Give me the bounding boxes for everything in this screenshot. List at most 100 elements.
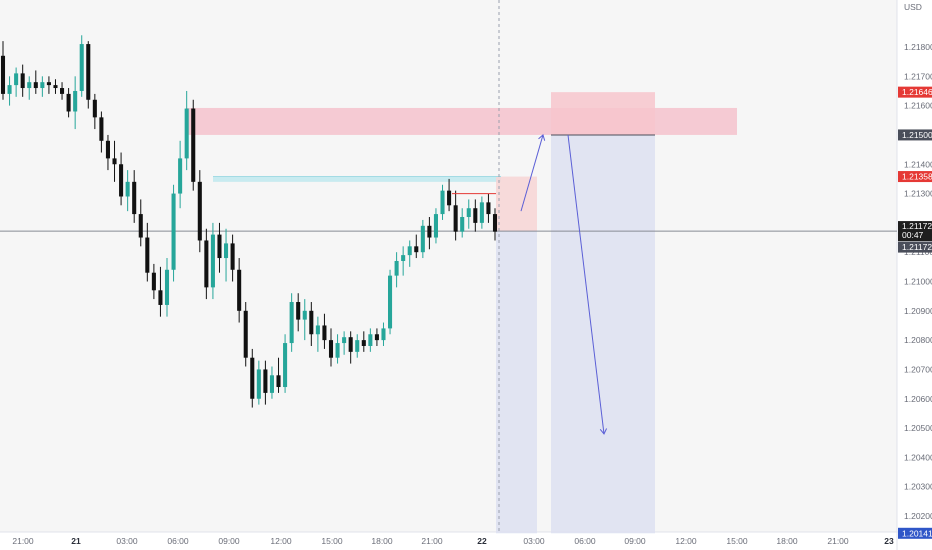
candle-body	[460, 217, 465, 232]
price-label-tag	[898, 86, 932, 98]
candle-body	[250, 357, 255, 399]
candle-body	[296, 302, 301, 320]
candle-body	[66, 93, 71, 112]
candle-body	[335, 343, 340, 358]
candle-body	[342, 337, 347, 344]
candle-body	[466, 208, 471, 218]
candle-body	[27, 82, 32, 89]
candle-body	[105, 140, 110, 159]
y-tick-label: 1.20200	[904, 511, 932, 521]
candle-body	[151, 272, 156, 291]
y-tick-label: 1.21700	[904, 71, 932, 81]
y-tick-label: 1.20500	[904, 423, 932, 433]
projection-arrow-down-head	[599, 428, 608, 435]
candle-body	[368, 334, 373, 346]
zone-short_risk	[551, 92, 655, 135]
candle-body	[171, 193, 176, 270]
countdown-text: 00:47	[902, 230, 924, 240]
price-axis-background	[897, 0, 932, 550]
candle-body	[479, 202, 484, 223]
candle-body	[420, 225, 425, 253]
candle-body	[381, 328, 386, 341]
y-tick-label: 1.21400	[904, 159, 932, 169]
candle-body	[184, 108, 189, 159]
candle-body	[302, 310, 307, 320]
candle-body	[138, 214, 143, 238]
price-label-text: 1.21172	[902, 221, 932, 231]
candle-body	[164, 269, 170, 305]
y-tick-label: 1.20800	[904, 335, 932, 345]
candle-body	[0, 55, 6, 94]
candle-body	[433, 214, 438, 238]
candle-body	[374, 334, 379, 341]
candle-body	[125, 181, 130, 197]
zone-long_loss	[496, 231, 537, 534]
candle-body	[86, 44, 91, 100]
candle-body	[276, 375, 281, 388]
candle-body	[388, 275, 393, 329]
candle-body	[73, 90, 78, 112]
candle-body	[92, 99, 97, 118]
candle-body	[145, 237, 150, 273]
candle-body	[60, 88, 65, 94]
y-tick-label: 1.20900	[904, 306, 932, 316]
candle-body	[112, 158, 117, 165]
x-tick-label: 03:00	[523, 536, 545, 546]
candle-body	[224, 243, 229, 259]
y-tick-label: 1.20400	[904, 452, 932, 462]
candle-body	[401, 255, 406, 261]
y-tick-label: 1.21600	[904, 101, 932, 111]
candle-body	[132, 181, 137, 215]
price-label-tag	[898, 527, 932, 539]
candle-body	[20, 73, 25, 89]
y-tick-label: 1.20600	[904, 394, 932, 404]
x-tick-label: 12:00	[675, 536, 697, 546]
x-tick-label: 15:00	[726, 536, 748, 546]
candle-body	[53, 85, 58, 89]
candle-body	[191, 108, 196, 182]
candle-body	[440, 190, 445, 215]
price-label-text: 1.21358	[902, 172, 932, 182]
candle-body	[283, 343, 288, 388]
candle-body	[99, 117, 104, 141]
candle-body	[237, 269, 242, 311]
candle-body	[269, 375, 274, 393]
candle-body	[486, 202, 491, 215]
projection-arrow-up-head	[538, 134, 546, 141]
candle-body	[40, 82, 45, 89]
plot-background	[0, 0, 897, 532]
candle-body	[46, 82, 51, 86]
x-tick-label: 22	[477, 536, 487, 546]
candle-body	[79, 44, 84, 91]
zone-imbalance	[213, 176, 501, 182]
projection-arrow-up	[520, 134, 544, 212]
candle-body	[33, 82, 38, 89]
x-tick-label: 21:00	[827, 536, 849, 546]
candle-body	[204, 240, 209, 288]
y-tick-label: 1.21000	[904, 277, 932, 287]
price-label-tag	[898, 221, 932, 242]
x-tick-label: 03:00	[116, 536, 138, 546]
candle-body	[407, 246, 412, 256]
candle-body	[492, 214, 498, 232]
projection-arrow-down	[567, 134, 605, 434]
x-tick-label: 23	[884, 536, 894, 546]
candle-body	[230, 243, 235, 270]
x-tick-label: 06:00	[167, 536, 189, 546]
price-label-text: 1.21172	[902, 242, 932, 252]
price-label-tag	[898, 129, 932, 141]
candle-body	[178, 158, 183, 194]
candle-body	[447, 190, 452, 206]
candle-body	[473, 208, 478, 223]
y-tick-label: 1.20700	[904, 364, 932, 374]
price-label-text: 1.21500	[902, 130, 932, 140]
candle-body	[210, 234, 215, 288]
candle-body	[7, 85, 12, 94]
price-label-tag	[898, 171, 932, 183]
candle-body	[414, 246, 419, 253]
x-tick-label: 12:00	[270, 536, 292, 546]
candle-body	[158, 290, 163, 305]
x-tick-label: 06:00	[574, 536, 596, 546]
